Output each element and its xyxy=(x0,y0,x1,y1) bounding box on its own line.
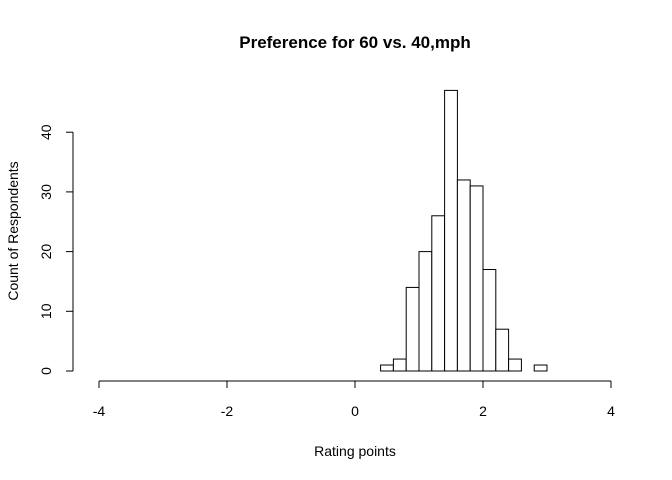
x-tick-label: -4 xyxy=(93,403,106,419)
x-axis-label: Rating points xyxy=(314,443,396,459)
x-tick-label: 4 xyxy=(607,403,615,419)
histogram-bar xyxy=(431,215,446,372)
bars-group xyxy=(380,89,548,372)
x-axis: -4 -2 0 2 4 xyxy=(93,380,615,419)
histogram-bar xyxy=(482,269,497,372)
histogram-bar xyxy=(495,328,510,372)
y-tick-label: 40 xyxy=(38,124,54,140)
histogram-bar xyxy=(469,185,484,372)
x-tick-label: 2 xyxy=(479,403,487,419)
y-tick-label: 10 xyxy=(38,303,54,319)
histogram-bar xyxy=(444,89,458,372)
x-tick-label: -2 xyxy=(221,403,234,419)
x-tick-label: 0 xyxy=(351,403,359,419)
histogram-bar xyxy=(418,251,433,372)
y-axis-label: Count of Respondents xyxy=(5,161,21,300)
y-tick-label: 20 xyxy=(38,244,54,260)
y-tick-label: 0 xyxy=(38,367,54,375)
histogram-bar xyxy=(533,364,548,372)
histogram-bar xyxy=(380,364,394,372)
chart-title: Preference for 60 vs. 40,mph xyxy=(239,33,471,52)
y-tick-label: 30 xyxy=(38,184,54,200)
histogram-bar xyxy=(405,286,420,372)
histogram-bar xyxy=(508,358,522,372)
y-axis: 0 10 20 30 40 xyxy=(38,124,74,375)
histogram-bar xyxy=(392,358,407,372)
histogram-bar xyxy=(456,179,471,372)
